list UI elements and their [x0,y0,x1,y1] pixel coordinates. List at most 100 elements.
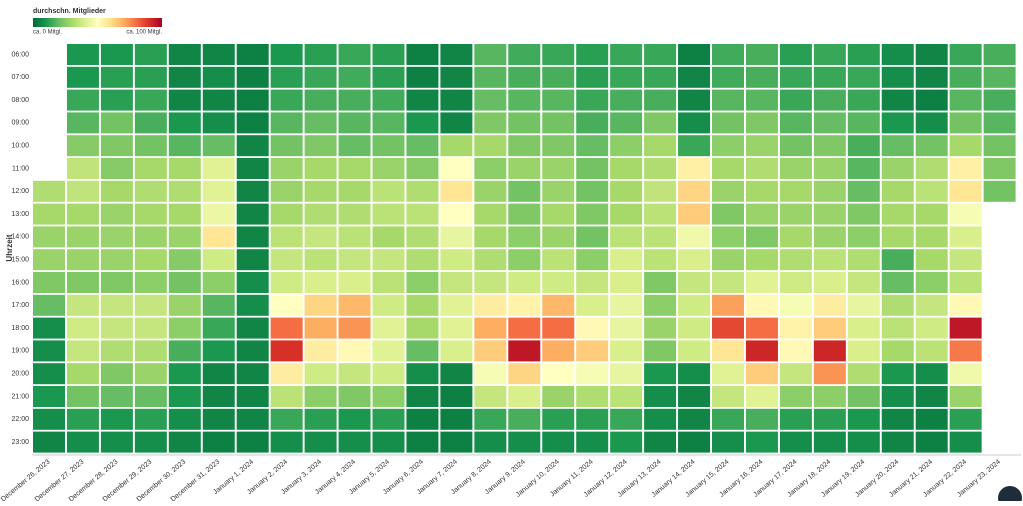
heatmap-cell [202,294,235,316]
heatmap-cell [66,180,99,202]
heatmap-cell [610,112,643,134]
heatmap-cell [372,249,405,271]
heatmap-cell [338,44,371,65]
heatmap-cell [779,272,812,293]
heatmap-cell [168,408,201,430]
heatmap-cell [813,249,846,271]
heatmap-cell [406,363,439,385]
heatmap-cell [406,340,439,362]
heatmap-cell [576,317,609,339]
heatmap-cell [66,66,99,88]
heatmap-cell [542,317,575,339]
heatmap-cell [813,135,846,157]
heatmap-cell [542,112,575,134]
heatmap-cell [610,158,643,179]
heatmap-cell [202,135,235,157]
heatmap-cell [644,431,677,453]
heatmap-cell [33,363,65,385]
heatmap-cell [372,363,405,385]
heatmap-cell [202,408,235,430]
heatmap-cell [270,340,303,362]
heatmap-cell [881,431,914,453]
heatmap-cell [847,89,880,111]
heatmap-cell [745,112,778,134]
heatmap-cell [134,89,167,111]
heatmap-cell [270,89,303,111]
heatmap-cell [440,66,473,88]
heatmap-cell [542,386,575,407]
heatmap-cell [644,386,677,407]
heatmap-cell [406,89,439,111]
heatmap-cell [712,272,744,293]
y-tick-label: 17:00 [11,302,29,309]
heatmap-cell [134,386,167,407]
heatmap-cell [542,294,575,316]
heatmap-cell [202,226,235,248]
heatmap-cell [678,44,711,65]
y-tick-label: 18:00 [11,325,29,332]
heatmap-cell [508,135,541,157]
heatmap-cell [712,180,744,202]
heatmap-cell [712,112,744,134]
heatmap-cell [406,112,439,134]
heatmap-cell [440,135,473,157]
heatmap-cell [813,180,846,202]
heatmap-cell [915,158,948,179]
heatmap-cell [406,294,439,316]
heatmap-cell [745,203,778,225]
heatmap-cell [813,89,846,111]
heatmap-cell [881,44,914,65]
heatmap-cell [745,272,778,293]
heatmap-cell [576,89,609,111]
heatmap-cell [576,112,609,134]
heatmap-cell [712,408,744,430]
heatmap-cell [576,66,609,88]
heatmap-cell [100,408,133,430]
heatmap-cell [813,431,846,453]
heatmap-cell [779,226,812,248]
heatmap-cell [949,340,982,362]
help-button[interactable] [998,486,1022,506]
heatmap-cell [779,158,812,179]
heatmap-cell [983,180,1016,202]
heatmap-cell [576,408,609,430]
heatmap-cell [440,363,473,385]
heatmap-cell [304,294,337,316]
heatmap-cell [745,135,778,157]
heatmap-cell [644,66,677,88]
heatmap-cell [236,363,269,385]
heatmap-cell [66,386,99,407]
heatmap-cell [168,226,201,248]
heatmap-cell [610,66,643,88]
heatmap-cell [134,135,167,157]
heatmap-cell [474,89,507,111]
heatmap-cell [372,408,405,430]
heatmap-cell [779,249,812,271]
heatmap-cell [949,249,982,271]
heatmap-cell [712,66,744,88]
y-tick-label: 14:00 [11,234,29,241]
heatmap-cell [474,203,507,225]
y-tick-label: 09:00 [11,120,29,127]
heatmap-cell [304,158,337,179]
heatmap-cell [66,158,99,179]
heatmap-cell [100,249,133,271]
heatmap-cell [542,44,575,65]
y-tick-label: 23:00 [11,439,29,446]
heatmap-cell [813,112,846,134]
heatmap-cell [915,135,948,157]
heatmap-cell [372,89,405,111]
heatmap-cell [847,386,880,407]
heatmap-cell [712,386,744,407]
heatmap-cell [100,66,133,88]
heatmap-cell [983,89,1016,111]
heatmap-cell [745,340,778,362]
heatmap-cell [779,135,812,157]
heatmap-cell [576,294,609,316]
heatmap-cell [949,294,982,316]
heatmap-cell [644,317,677,339]
heatmap-cell [678,431,711,453]
heatmap-cell [236,249,269,271]
heatmap-cell [66,249,99,271]
heatmap-cell [338,431,371,453]
